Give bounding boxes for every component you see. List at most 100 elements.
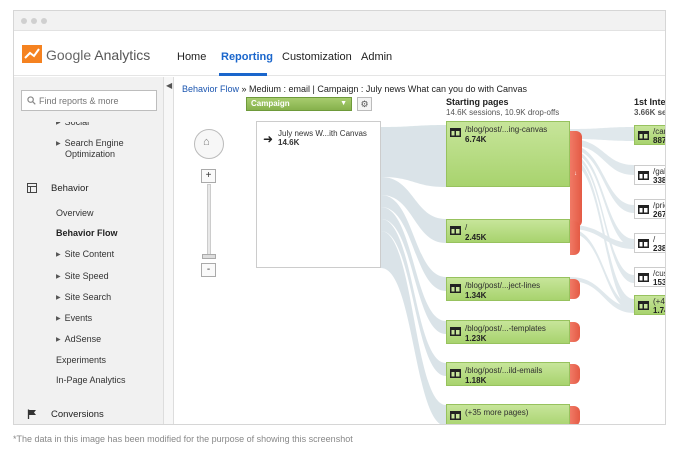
- first-interaction-summary: 3.66K sess: [634, 108, 666, 117]
- starting-page-node[interactable]: /blog/post/...ing-canvas 6.74K: [446, 121, 570, 187]
- source-node[interactable]: ➜ July news W...ith Canvas 14.6K: [256, 121, 381, 268]
- sidebar-item-site-speed[interactable]: ▶ Site Speed: [56, 271, 109, 281]
- starting-page-node[interactable]: /blog/post/...-templates 1.23K: [446, 320, 570, 344]
- drop-off-bar[interactable]: [570, 221, 580, 255]
- page-icon: [638, 273, 649, 282]
- flow-link[interactable]: [381, 125, 446, 187]
- app-logo[interactable]: Google Analytics: [46, 47, 150, 63]
- zoom-slider-track[interactable]: [207, 184, 211, 259]
- logo-google: Google: [46, 47, 92, 63]
- active-tab-indicator: [219, 73, 267, 76]
- node-label: /custo: [653, 269, 665, 278]
- page-icon: [638, 171, 649, 180]
- source-node-label: July news W...ith Canvas: [278, 129, 367, 138]
- node-value: 1.34K: [465, 291, 487, 300]
- window-zoom-dot[interactable]: [41, 18, 47, 24]
- dimension-dropdown[interactable]: Campaign ▼: [246, 97, 352, 111]
- drop-off-bar[interactable]: [570, 406, 580, 424]
- flow-link[interactable]: [570, 225, 634, 249]
- sidebar: ▶Social ▶Search Engine Optimization Beha…: [14, 77, 164, 424]
- nav-admin[interactable]: Admin: [361, 51, 393, 63]
- zoom-out-button[interactable]: -: [201, 263, 216, 277]
- drop-off-bar[interactable]: [570, 322, 580, 342]
- zoom-slider-handle[interactable]: [202, 254, 216, 259]
- sidebar-item-events[interactable]: ▶ Events: [56, 313, 93, 323]
- starting-page-node[interactable]: /blog/post/...ild-emails 1.18K: [446, 362, 570, 386]
- zoom-home-control[interactable]: ⌂: [194, 129, 224, 159]
- source-arrow-icon: ➜: [263, 132, 274, 146]
- node-label: (+44 m: [653, 297, 665, 306]
- window-minimize-dot[interactable]: [31, 18, 37, 24]
- flow-link[interactable]: [570, 139, 634, 175]
- flow-link[interactable]: [570, 127, 634, 141]
- flag-icon: [27, 409, 36, 419]
- search-input[interactable]: [39, 93, 153, 108]
- interaction-node[interactable]: / 238: [634, 233, 666, 253]
- node-label: /blog/post/...-templates: [465, 324, 546, 333]
- starting-pages-title: Starting pages: [446, 97, 509, 107]
- window-close-dot[interactable]: [21, 18, 27, 24]
- gear-icon: ⚙: [360, 99, 369, 109]
- sidebar-item-social[interactable]: ▶ Social: [56, 117, 90, 127]
- flow-settings-button[interactable]: ⚙: [357, 97, 372, 111]
- page-icon: [450, 284, 461, 293]
- flow-connections: [381, 125, 634, 425]
- starting-pages-summary: 14.6K sessions, 10.9K drop-offs: [446, 108, 560, 117]
- flow-link[interactable]: [570, 145, 634, 213]
- sidebar-item-site-content[interactable]: ▶ Site Content: [56, 249, 115, 259]
- flow-link[interactable]: [570, 277, 634, 313]
- starting-page-node[interactable]: (+35 more pages): [446, 404, 570, 424]
- nav-home[interactable]: Home: [177, 51, 207, 63]
- zoom-in-button[interactable]: +: [201, 169, 216, 183]
- node-label: /: [653, 235, 656, 244]
- node-value: 153: [653, 278, 666, 287]
- sidebar-section-behavior[interactable]: Behavior: [51, 183, 89, 194]
- page-icon: [638, 239, 649, 248]
- sidebar-collapse-handle[interactable]: ◀: [164, 77, 174, 424]
- interaction-node[interactable]: /pricin 267: [634, 199, 665, 219]
- node-value: 338: [653, 176, 666, 185]
- sidebar-item-site-search[interactable]: ▶ Site Search: [56, 292, 112, 302]
- node-label: /blog/post/...ject-lines: [465, 281, 541, 290]
- breadcrumb-behavior-flow-link[interactable]: Behavior Flow: [182, 84, 240, 94]
- flow-link[interactable]: [381, 177, 446, 243]
- nav-customization[interactable]: Customization: [282, 51, 352, 63]
- flow-link[interactable]: [381, 207, 446, 334]
- nav-reporting[interactable]: Reporting: [221, 51, 273, 63]
- sidebar-section-conversions[interactable]: Conversions: [51, 409, 104, 420]
- page-icon: [450, 128, 461, 137]
- sidebar-item-behavior-flow[interactable]: Behavior Flow: [56, 228, 118, 238]
- starting-page-node[interactable]: / 2.45K: [446, 219, 570, 243]
- sidebar-item-seo-line2[interactable]: Optimization: [65, 149, 116, 159]
- source-node-value: 14.6K: [278, 138, 300, 147]
- sidebar-item-overview[interactable]: Overview: [56, 208, 94, 218]
- sidebar-item-in-page-analytics[interactable]: In-Page Analytics: [56, 375, 126, 385]
- collapse-left-icon: ◀: [166, 81, 173, 90]
- analytics-logo-icon: [22, 45, 42, 63]
- interaction-node[interactable]: /custo 153: [634, 267, 666, 287]
- home-icon: ⌂: [203, 136, 210, 148]
- expand-triangle-icon: ▶: [56, 316, 61, 322]
- drop-off-bar[interactable]: ↓: [570, 131, 582, 227]
- behavior-flow-panel: Behavior Flow » Medium : email | Campaig…: [174, 77, 666, 425]
- sidebar-item-seo[interactable]: ▶ Search Engine: [56, 138, 124, 148]
- node-value: 238: [653, 244, 666, 253]
- interaction-node[interactable]: /galler 338: [634, 165, 666, 185]
- drop-off-bar[interactable]: [570, 279, 580, 299]
- first-interaction-title: 1st Interact: [634, 97, 666, 107]
- flow-link[interactable]: [381, 219, 446, 376]
- page-icon: [450, 411, 461, 420]
- sidebar-item-adsense[interactable]: ▶ AdSense: [56, 334, 102, 344]
- interaction-node[interactable]: (+44 m 1.74K: [634, 295, 665, 315]
- title-bar: [14, 11, 665, 31]
- node-value: 2.45K: [465, 233, 487, 242]
- sidebar-item-experiments[interactable]: Experiments: [56, 355, 107, 365]
- report-search[interactable]: [21, 90, 157, 111]
- starting-page-node[interactable]: /blog/post/...ject-lines 1.34K: [446, 277, 570, 301]
- flow-link[interactable]: [381, 195, 446, 291]
- interaction-node[interactable]: /canva 887: [634, 125, 665, 145]
- flow-link[interactable]: [381, 231, 446, 425]
- drop-off-bar[interactable]: [570, 364, 580, 384]
- screenshot-caption: *The data in this image has been modifie…: [13, 434, 353, 444]
- breadcrumb: Behavior Flow » Medium : email | Campaig…: [182, 84, 527, 94]
